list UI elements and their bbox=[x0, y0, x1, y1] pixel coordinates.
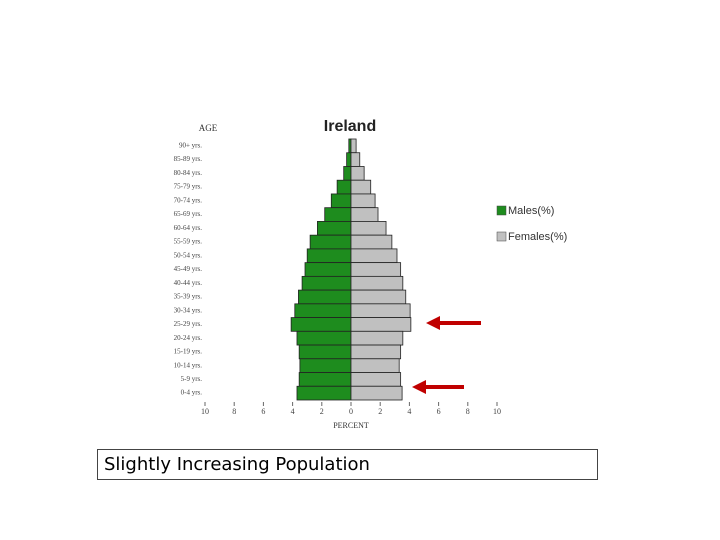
bar bbox=[350, 234, 393, 250]
y-tick-label: 85-89 yrs. bbox=[174, 155, 203, 163]
bar bbox=[298, 372, 352, 387]
bar bbox=[350, 166, 365, 181]
bar bbox=[350, 152, 361, 167]
x-tick-label: 2 bbox=[320, 407, 324, 416]
legend-label: Males(%) bbox=[508, 205, 554, 217]
x-axis-label: PERCENT bbox=[333, 421, 369, 430]
bar bbox=[350, 344, 402, 360]
bar bbox=[350, 330, 404, 346]
x-tick-label: 4 bbox=[407, 407, 411, 416]
arrow bbox=[412, 380, 464, 394]
x-tick-label: 6 bbox=[261, 407, 265, 416]
bar bbox=[330, 193, 352, 209]
bar bbox=[343, 166, 352, 181]
x-tick-label: 8 bbox=[466, 407, 470, 416]
y-tick-label: 40-44 yrs. bbox=[174, 279, 203, 287]
y-tick-label: 50-54 yrs. bbox=[174, 251, 203, 259]
bar bbox=[350, 358, 400, 373]
x-tick-label: 0 bbox=[349, 407, 353, 416]
x-tick-label: 6 bbox=[437, 407, 441, 416]
chart-title: Ireland bbox=[324, 118, 376, 135]
bar bbox=[309, 234, 352, 250]
y-tick-label: 80-84 yrs. bbox=[174, 169, 203, 177]
y-tick-label: 70-74 yrs. bbox=[174, 196, 203, 204]
y-tick-label: 30-34 yrs. bbox=[174, 306, 203, 314]
y-tick-label: 35-39 yrs. bbox=[174, 293, 203, 301]
y-tick-label: 60-64 yrs. bbox=[174, 224, 203, 232]
y-tick-label: 20-24 yrs. bbox=[174, 334, 203, 342]
x-tick-label: 8 bbox=[232, 407, 236, 416]
x-tick-label: 2 bbox=[378, 407, 382, 416]
bar bbox=[350, 207, 379, 222]
bar bbox=[306, 248, 352, 264]
y-tick-label: 75-79 yrs. bbox=[174, 183, 203, 191]
bar bbox=[346, 152, 352, 167]
y-tick-label: 10-14 yrs. bbox=[174, 361, 203, 369]
arrow bbox=[426, 316, 481, 330]
bar bbox=[290, 317, 352, 332]
bar bbox=[296, 385, 352, 401]
bar bbox=[350, 275, 404, 291]
bar bbox=[296, 330, 352, 346]
bar bbox=[324, 207, 352, 222]
bar bbox=[350, 289, 407, 305]
bar bbox=[350, 179, 372, 195]
bar bbox=[350, 372, 402, 387]
bar bbox=[350, 221, 387, 236]
bar bbox=[336, 179, 352, 195]
y-tick-label: 15-19 yrs. bbox=[174, 348, 203, 356]
x-tick-label: 10 bbox=[201, 407, 209, 416]
bar bbox=[298, 344, 352, 360]
bar bbox=[350, 248, 398, 264]
bar bbox=[350, 385, 403, 401]
chart: Ireland AGE PERCENT 10 8 6 4 2 0 2 4 6 8 10 90+ yrs… bbox=[174, 118, 568, 430]
y-tick-label: 65-69 yrs. bbox=[174, 210, 203, 218]
legend-swatch bbox=[496, 231, 507, 242]
y-tick-label: 45-49 yrs. bbox=[174, 265, 203, 273]
y-tick-label: 0-4 yrs. bbox=[181, 389, 203, 397]
y-tick-label: 55-59 yrs. bbox=[174, 238, 203, 246]
y-axis-label: AGE bbox=[199, 123, 218, 133]
bar bbox=[350, 317, 412, 332]
legend-swatch bbox=[496, 205, 507, 216]
bar bbox=[299, 358, 352, 373]
bar bbox=[350, 138, 357, 154]
bar bbox=[350, 303, 411, 318]
legend-label: Females(%) bbox=[508, 231, 567, 243]
bar bbox=[298, 289, 352, 305]
bar bbox=[317, 221, 352, 236]
y-tick-label: 25-29 yrs. bbox=[174, 320, 203, 328]
bar bbox=[294, 303, 352, 318]
y-tick-label: 90+ yrs. bbox=[179, 141, 202, 149]
bar bbox=[304, 262, 352, 277]
bar bbox=[301, 275, 352, 291]
x-tick-label: 4 bbox=[291, 407, 295, 416]
y-tick-label: 5-9 yrs. bbox=[181, 375, 203, 383]
x-tick-label: 10 bbox=[493, 407, 501, 416]
bar bbox=[350, 193, 376, 209]
caption: Slightly Increasing Population bbox=[97, 449, 598, 480]
bar bbox=[350, 262, 402, 277]
